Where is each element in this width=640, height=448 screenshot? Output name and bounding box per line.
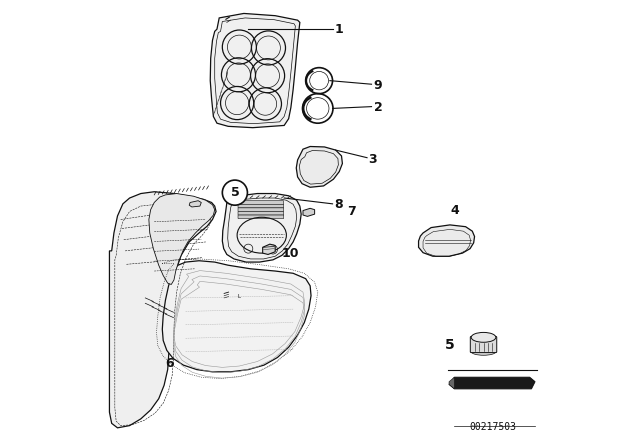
Text: 9: 9 [374, 78, 382, 92]
Polygon shape [296, 146, 342, 187]
Text: 8: 8 [334, 198, 343, 211]
Text: 7: 7 [347, 205, 356, 218]
Polygon shape [303, 208, 315, 216]
FancyBboxPatch shape [238, 211, 284, 215]
FancyBboxPatch shape [238, 208, 284, 211]
Polygon shape [149, 194, 215, 284]
Text: 10: 10 [282, 246, 300, 260]
Polygon shape [109, 192, 216, 428]
Polygon shape [210, 13, 300, 128]
Text: 1: 1 [334, 22, 343, 36]
Ellipse shape [471, 348, 496, 355]
Text: L: L [237, 294, 240, 299]
Text: 6: 6 [166, 357, 174, 370]
Text: 4: 4 [450, 204, 459, 217]
FancyBboxPatch shape [238, 215, 284, 219]
FancyBboxPatch shape [470, 336, 497, 353]
FancyBboxPatch shape [238, 201, 284, 204]
Polygon shape [449, 377, 535, 389]
FancyBboxPatch shape [238, 204, 284, 208]
Text: 3: 3 [369, 152, 377, 166]
Polygon shape [222, 194, 301, 262]
Polygon shape [449, 377, 454, 389]
Polygon shape [189, 201, 202, 207]
Text: 00217503: 00217503 [469, 422, 516, 432]
Polygon shape [419, 225, 475, 256]
Text: 5: 5 [230, 186, 239, 199]
Polygon shape [163, 261, 311, 372]
Circle shape [222, 180, 248, 205]
Polygon shape [262, 244, 275, 254]
Text: 2: 2 [374, 101, 383, 114]
Ellipse shape [471, 332, 496, 342]
Text: 5: 5 [445, 338, 455, 352]
